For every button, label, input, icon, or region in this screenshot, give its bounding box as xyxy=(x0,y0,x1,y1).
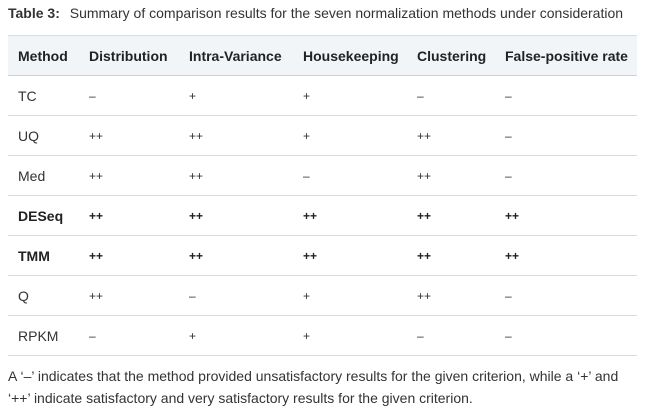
distribution-cell: ++ xyxy=(89,248,104,263)
clustering-cell: – xyxy=(417,328,424,343)
intra-variance-cell: – xyxy=(189,288,196,303)
clustering-cell: – xyxy=(417,88,424,103)
housekeeping-cell: + xyxy=(303,88,311,103)
distribution-cell: – xyxy=(89,328,96,343)
housekeeping-cell: + xyxy=(303,328,311,343)
clustering-cell: ++ xyxy=(417,248,432,263)
table-row: TC – + + – – xyxy=(8,76,637,116)
clustering-cell: ++ xyxy=(417,128,432,143)
comparison-table: Method Distribution Intra-Variance House… xyxy=(8,35,637,356)
table-row: RPKM – + + – – xyxy=(8,316,637,356)
method-cell: Q xyxy=(18,287,29,304)
false-positive-rate-cell: – xyxy=(505,328,512,343)
clustering-cell: ++ xyxy=(417,288,432,303)
distribution-cell: ++ xyxy=(89,168,104,183)
false-positive-rate-cell: – xyxy=(505,168,512,183)
table-footnote: A ‘–’ indicates that the method provided… xyxy=(8,368,619,406)
method-cell: TMM xyxy=(18,247,50,264)
false-positive-rate-cell: – xyxy=(505,88,512,103)
header-false-positive-rate: False-positive rate xyxy=(505,47,628,64)
intra-variance-cell: + xyxy=(189,88,197,103)
header-distribution: Distribution xyxy=(89,47,168,64)
header-intra-variance: Intra-Variance xyxy=(189,47,282,64)
housekeeping-cell: – xyxy=(303,168,310,183)
table-row: Q ++ – + ++ – xyxy=(8,276,637,316)
table-header: Method Distribution Intra-Variance House… xyxy=(8,35,637,76)
false-positive-rate-cell: ++ xyxy=(505,248,520,263)
intra-variance-cell: ++ xyxy=(189,208,204,223)
clustering-cell: ++ xyxy=(417,168,432,183)
distribution-cell: – xyxy=(89,88,96,103)
housekeeping-cell: ++ xyxy=(303,208,318,223)
method-cell: TC xyxy=(18,87,37,104)
table-caption: Table 3: Summary of comparison results f… xyxy=(8,4,623,22)
table-row: Med ++ ++ – ++ – xyxy=(8,156,637,196)
intra-variance-cell: ++ xyxy=(189,128,204,143)
false-positive-rate-cell: – xyxy=(505,288,512,303)
distribution-cell: ++ xyxy=(89,288,104,303)
intra-variance-cell: ++ xyxy=(189,168,204,183)
method-cell: UQ xyxy=(18,127,39,144)
header-method: Method xyxy=(18,47,68,64)
housekeeping-cell: + xyxy=(303,128,311,143)
intra-variance-cell: + xyxy=(189,328,197,343)
method-cell: Med xyxy=(18,167,46,184)
intra-variance-cell: ++ xyxy=(189,248,204,263)
table-row: DESeq ++ ++ ++ ++ ++ xyxy=(8,196,637,236)
housekeeping-cell: ++ xyxy=(303,248,318,263)
header-clustering: Clustering xyxy=(417,47,487,64)
comparison-table-container: Method Distribution Intra-Variance House… xyxy=(8,35,637,356)
distribution-cell: ++ xyxy=(89,128,104,143)
table-row: UQ ++ ++ + ++ – xyxy=(8,116,637,156)
false-positive-rate-cell: – xyxy=(505,128,512,143)
header-housekeeping: Housekeeping xyxy=(303,47,399,64)
caption-label: Table 3: xyxy=(8,5,60,21)
false-positive-rate-cell: ++ xyxy=(505,208,520,223)
table-body: TC – + + – – UQ ++ ++ + ++ – Med ++ ++ – ++ – DESeq ++ ++ ++ +… xyxy=(8,76,637,356)
table-row: TMM ++ ++ ++ ++ ++ xyxy=(8,236,637,276)
housekeeping-cell: + xyxy=(303,288,311,303)
distribution-cell: ++ xyxy=(89,208,104,223)
header-row: Method Distribution Intra-Variance House… xyxy=(8,35,637,76)
method-cell: RPKM xyxy=(18,327,59,344)
caption-text: Summary of comparison results for the se… xyxy=(69,5,624,21)
method-cell: DESeq xyxy=(18,207,64,224)
clustering-cell: ++ xyxy=(417,208,432,223)
